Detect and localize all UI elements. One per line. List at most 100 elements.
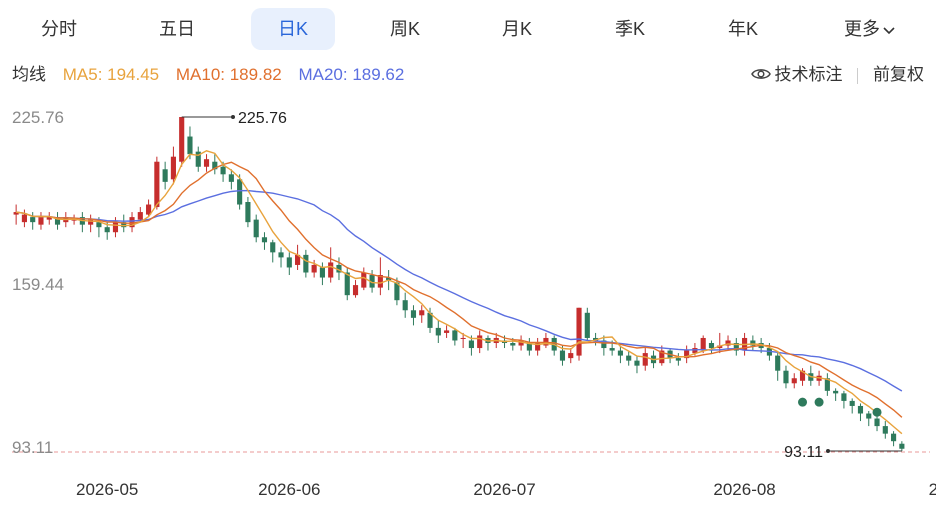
candle-down [841, 393, 847, 401]
candle-down [394, 282, 400, 301]
x-tick-label: 2026-05 [76, 480, 138, 499]
ma-layer [15, 150, 903, 435]
candle-down [609, 348, 615, 351]
candle-down [427, 312, 433, 328]
candle-up [170, 156, 176, 180]
candle-down [899, 443, 905, 449]
candle-down [220, 166, 226, 175]
candle-down [104, 227, 110, 233]
candle-up [361, 272, 367, 288]
candle-down [162, 169, 168, 182]
y-tick-label: 93.11 [12, 438, 53, 457]
x-tick-label: 2026-08 [713, 480, 775, 499]
label-layer: 225.76 159.44 93.11 2026-05 2026-06 2026-07 20… [12, 108, 936, 499]
candle-down [270, 242, 276, 253]
chart-tools: 技术标注 前复权 [750, 62, 924, 88]
candle-up [659, 350, 665, 364]
candle-up [13, 212, 19, 215]
candle-up [311, 264, 317, 273]
candle-up [576, 307, 582, 356]
candle-up [46, 217, 52, 220]
candle-down [402, 300, 408, 311]
candle-down [559, 350, 566, 361]
candle-down [849, 400, 855, 406]
candle-up [543, 337, 549, 346]
candle-up [477, 335, 483, 349]
tab-more[interactable]: 更多 [822, 8, 918, 50]
candle-down [303, 254, 309, 273]
candle-down [369, 275, 375, 288]
tab-weekly-k[interactable]: 周K [389, 19, 420, 39]
candle-up [203, 159, 210, 167]
candle-down [286, 257, 292, 268]
candle-up [137, 212, 143, 220]
candle-down [750, 340, 756, 346]
candle-down [253, 219, 259, 238]
candle-up [725, 340, 731, 346]
marker-layer [798, 397, 882, 417]
tab-quarterly-k[interactable]: 季K [614, 19, 645, 39]
x-tick-label: 2026-07 [473, 480, 535, 499]
candle-up [419, 310, 425, 316]
y-tick-label: 225.76 [12, 108, 64, 127]
candle-down [775, 355, 781, 371]
candle-up [21, 214, 27, 223]
tab-daily-k[interactable]: 日K [251, 8, 335, 50]
candle-down [195, 151, 201, 167]
ma5-line [15, 150, 903, 435]
x-tick-label: 2026-06 [258, 480, 320, 499]
candle-down [435, 327, 441, 336]
tab-timeshare[interactable]: 分时 [41, 19, 77, 39]
candle-down [54, 217, 61, 225]
event-dot-marker [798, 397, 808, 407]
candle-down [617, 350, 623, 356]
candle-down [857, 405, 864, 414]
candle-up [146, 204, 152, 215]
candle-down [593, 337, 599, 341]
candle-up [692, 348, 698, 354]
candle-down [344, 272, 350, 296]
indicator-toggle[interactable]: 技术标注 [750, 65, 848, 84]
candle-down [874, 418, 880, 427]
candle-up [642, 353, 648, 366]
legend-label: 均线 [12, 65, 46, 84]
min-price-label: 93.11 [784, 444, 823, 461]
y-tick-label: 159.44 [12, 275, 64, 294]
adjust-button[interactable]: 前复权 [873, 65, 924, 84]
tools-divider [857, 67, 859, 84]
tab-yearly-k[interactable]: 年K [727, 19, 758, 39]
ma10-line [15, 161, 903, 418]
tab-five-day[interactable]: 五日 [159, 19, 195, 39]
candle-down [833, 390, 839, 394]
chevron-down-icon [882, 9, 896, 51]
legend-ma20: MA20: 189.62 [298, 65, 405, 84]
max-annotation-dot [231, 115, 235, 119]
candle-up [38, 217, 44, 225]
candle-up [71, 219, 77, 221]
candle-down [228, 174, 234, 182]
candle-up [154, 161, 160, 208]
candle-up [88, 219, 94, 225]
candle-up [352, 285, 359, 296]
candle-up [717, 345, 723, 349]
candle-up [328, 262, 334, 278]
candle-down [452, 330, 458, 341]
candle-down [245, 202, 251, 223]
candle-down [261, 237, 268, 243]
candle-down [468, 340, 474, 349]
candle-down [584, 312, 590, 338]
candle-down [601, 340, 607, 349]
candle-down [410, 310, 417, 318]
candle-up [700, 337, 706, 351]
tab-monthly-k[interactable]: 月K [501, 19, 532, 39]
candle-up [129, 217, 135, 228]
candle-down [96, 222, 102, 228]
candle-down [824, 378, 830, 391]
candle-down [882, 426, 888, 434]
candle-down [891, 433, 897, 442]
eye-icon [750, 63, 771, 89]
candle-up [179, 117, 185, 162]
candle-down [675, 358, 681, 361]
candle-up [791, 378, 797, 384]
